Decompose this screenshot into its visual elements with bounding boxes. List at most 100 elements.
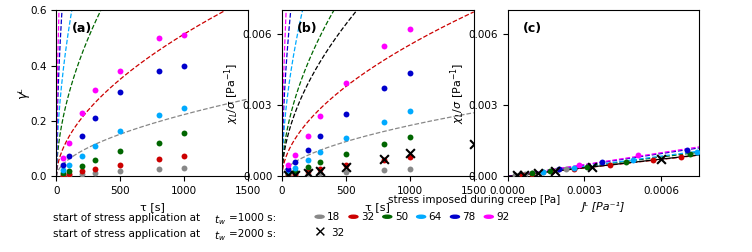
Point [573,163,585,167]
Point [153,157,165,161]
Point [340,112,352,116]
Point [89,158,101,162]
Text: start of stress application at: start of stress application at [53,213,203,223]
Point [89,144,101,148]
Point [76,164,88,168]
Point [283,167,295,171]
Y-axis label: $\chi_L/\sigma$ [Pa$^{-1}$]: $\chi_L/\sigma$ [Pa$^{-1}$] [223,62,241,124]
Point [76,169,88,173]
Point [378,168,390,172]
Point [568,167,580,171]
Text: 78: 78 [462,212,476,222]
Point [302,165,314,169]
Point [63,141,75,145]
Point [178,64,190,68]
Text: ✕: ✕ [314,225,326,240]
Point [340,136,352,140]
Point [289,172,301,176]
Point [538,170,550,174]
Point [549,169,561,173]
Point [314,167,326,171]
X-axis label: τ [s]: τ [s] [140,202,165,212]
Point [516,173,528,177]
Text: 32: 32 [361,212,374,222]
Point [178,154,190,158]
Point [340,170,352,174]
Point [314,114,326,118]
Text: $t_w$: $t_w$ [214,229,226,243]
Point [153,141,165,145]
Point [596,160,608,164]
Point [283,173,295,177]
Point [675,155,687,160]
Point [76,154,88,158]
Point [526,171,538,175]
Text: 64: 64 [429,212,442,222]
Point [178,106,190,110]
Point [378,158,390,162]
Text: 18: 18 [327,212,341,222]
Point [378,86,390,90]
Point [57,156,69,161]
Text: stress imposed during creep [Pa]: stress imposed during creep [Pa] [387,195,560,205]
Point [76,134,88,138]
Point [750,134,752,138]
Point [302,172,314,176]
Point [114,163,126,167]
Point [647,158,660,162]
Point [378,44,390,48]
Point [89,88,101,92]
Point [302,134,314,138]
Point [378,120,390,124]
Point [691,150,703,154]
Point [314,169,326,173]
Point [302,169,314,173]
Text: 92: 92 [496,212,510,222]
Point [518,173,530,177]
Point [520,172,532,176]
Text: (b): (b) [297,22,318,35]
Point [404,135,416,139]
Point [289,169,301,173]
Point [620,160,632,164]
Point [89,116,101,120]
Point [114,69,126,73]
Text: 32: 32 [331,228,344,238]
Point [314,150,326,154]
Point [632,153,644,157]
Point [546,169,558,173]
Text: $t_w$: $t_w$ [214,213,226,227]
Point [544,169,556,173]
X-axis label: Jᴸ [Pa⁻¹]: Jᴸ [Pa⁻¹] [582,202,625,212]
Point [289,153,301,157]
Point [283,163,295,167]
Point [57,173,69,177]
Point [684,151,696,155]
Point [178,33,190,37]
Point [283,173,295,177]
Point [63,169,75,173]
Point [340,163,352,167]
Point [404,151,416,155]
Point [89,171,101,175]
Point [114,90,126,94]
Point [178,166,190,170]
Text: =1000 s:: =1000 s: [229,213,277,223]
Point [314,171,326,175]
Point [340,81,352,85]
Point [560,167,572,171]
Point [604,163,616,167]
Point [153,167,165,171]
Point [89,167,101,171]
Point [153,69,165,73]
Point [114,149,126,153]
Text: 50: 50 [395,212,408,222]
Point [57,174,69,178]
Point [314,160,326,164]
Point [655,157,667,161]
Point [511,173,523,177]
Point [404,109,416,113]
Point [404,71,416,75]
Point [63,163,75,167]
Text: start of stress application at: start of stress application at [53,229,203,239]
